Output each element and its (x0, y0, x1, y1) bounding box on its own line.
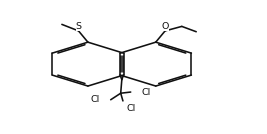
Text: Cl: Cl (91, 95, 100, 104)
Text: O: O (162, 22, 169, 31)
Text: Cl: Cl (126, 105, 136, 113)
Text: S: S (76, 22, 81, 31)
Text: Cl: Cl (142, 88, 151, 96)
